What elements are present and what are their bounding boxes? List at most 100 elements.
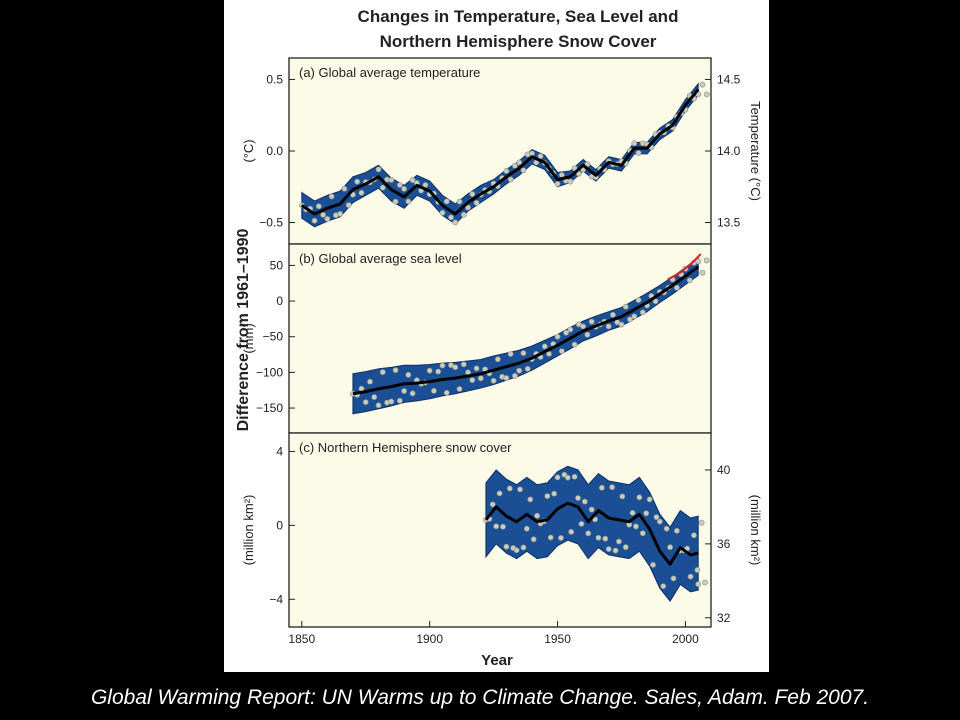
data-point <box>558 535 564 541</box>
data-point <box>635 150 642 156</box>
data-point <box>580 323 587 330</box>
data-point <box>320 211 327 218</box>
chart: Changes in Temperature, Sea Level and No… <box>235 7 763 669</box>
y-tick-label: 4 <box>276 444 283 458</box>
data-point <box>612 547 619 554</box>
data-point <box>439 362 446 369</box>
data-point <box>567 178 574 185</box>
data-point <box>388 398 395 405</box>
data-point <box>401 388 407 394</box>
citation-caption: Global Warming Report: UN Warms up to Cl… <box>90 686 870 709</box>
data-point <box>551 490 558 497</box>
data-point <box>392 198 399 205</box>
data-point <box>695 581 702 588</box>
data-point <box>490 377 497 384</box>
data-point <box>494 356 501 363</box>
panel-label: (a) Global average temperature <box>299 65 480 80</box>
panel-2: (b) Global average sea level −150 −100 −50 0… <box>241 243 712 434</box>
data-point <box>636 494 643 501</box>
data-point <box>571 341 578 348</box>
data-point <box>523 525 530 532</box>
data-point <box>500 523 506 530</box>
data-point <box>520 350 527 356</box>
data-point <box>622 544 629 551</box>
data-point <box>653 514 660 521</box>
data-point <box>503 375 510 381</box>
data-point <box>609 484 616 491</box>
right-tick-label: 14.0 <box>717 144 741 158</box>
data-point <box>431 387 437 394</box>
data-point <box>673 527 680 534</box>
data-point <box>512 162 518 169</box>
uncertainty-band <box>485 465 699 603</box>
data-point <box>686 277 693 284</box>
data-point <box>546 350 552 357</box>
data-point <box>703 91 710 98</box>
data-point <box>554 333 561 340</box>
data-point <box>633 523 639 530</box>
data-point <box>695 258 702 265</box>
data-point <box>698 519 705 526</box>
data-point <box>328 193 335 200</box>
data-point <box>443 198 450 205</box>
data-point <box>512 372 518 379</box>
right-tick-label: 40 <box>717 463 731 477</box>
data-point <box>660 583 667 590</box>
data-point <box>452 364 459 371</box>
plot-area <box>298 81 710 228</box>
data-point <box>605 323 612 330</box>
shared-y-axis-label: Difference from 1961–1990 <box>235 229 252 432</box>
left-unit-label: (mm) <box>241 323 256 353</box>
data-point <box>537 153 544 160</box>
data-point <box>324 215 331 222</box>
data-point <box>629 509 636 516</box>
data-point <box>571 165 578 172</box>
data-point <box>362 399 369 406</box>
data-point <box>598 484 605 491</box>
data-point <box>627 316 633 323</box>
data-point <box>396 182 403 188</box>
data-point <box>670 575 677 582</box>
data-point <box>605 546 612 552</box>
data-point <box>409 177 416 184</box>
right-tick-label: 32 <box>717 611 731 625</box>
data-point <box>516 159 523 166</box>
data-point <box>687 573 694 580</box>
data-point <box>622 303 629 310</box>
data-point <box>507 351 514 357</box>
data-point <box>506 485 513 492</box>
data-point <box>516 367 523 374</box>
x-tick-label: 1950 <box>544 632 571 646</box>
data-point <box>699 269 706 276</box>
panel-frame <box>288 243 712 434</box>
data-point <box>652 298 659 305</box>
data-point <box>544 493 551 500</box>
data-point <box>503 168 510 174</box>
data-point <box>588 318 595 325</box>
data-point <box>639 309 646 316</box>
data-point <box>618 321 625 328</box>
data-point <box>371 394 378 400</box>
y-tick-label: −4 <box>269 592 283 606</box>
data-point <box>503 543 510 550</box>
panel-1: (a) Global average temperature −0.5 0.0 0.5… <box>241 57 763 245</box>
data-point <box>631 313 638 320</box>
data-point <box>564 474 571 481</box>
data-point <box>460 361 467 368</box>
data-point <box>379 184 386 191</box>
figure-panel: Changes in Temperature, Sea Level and No… <box>224 0 769 672</box>
data-point <box>358 189 365 196</box>
data-point <box>534 512 540 519</box>
data-point <box>426 367 433 374</box>
panel-label: (b) Global average sea level <box>299 251 462 266</box>
data-point <box>435 368 442 375</box>
plot-area <box>350 253 710 415</box>
right-tick-label: 36 <box>717 537 731 551</box>
data-point <box>567 326 574 333</box>
data-point <box>547 534 554 541</box>
data-point <box>602 535 609 542</box>
data-point <box>517 486 523 493</box>
data-point <box>558 348 565 355</box>
data-point <box>581 498 588 505</box>
data-point <box>610 311 616 318</box>
